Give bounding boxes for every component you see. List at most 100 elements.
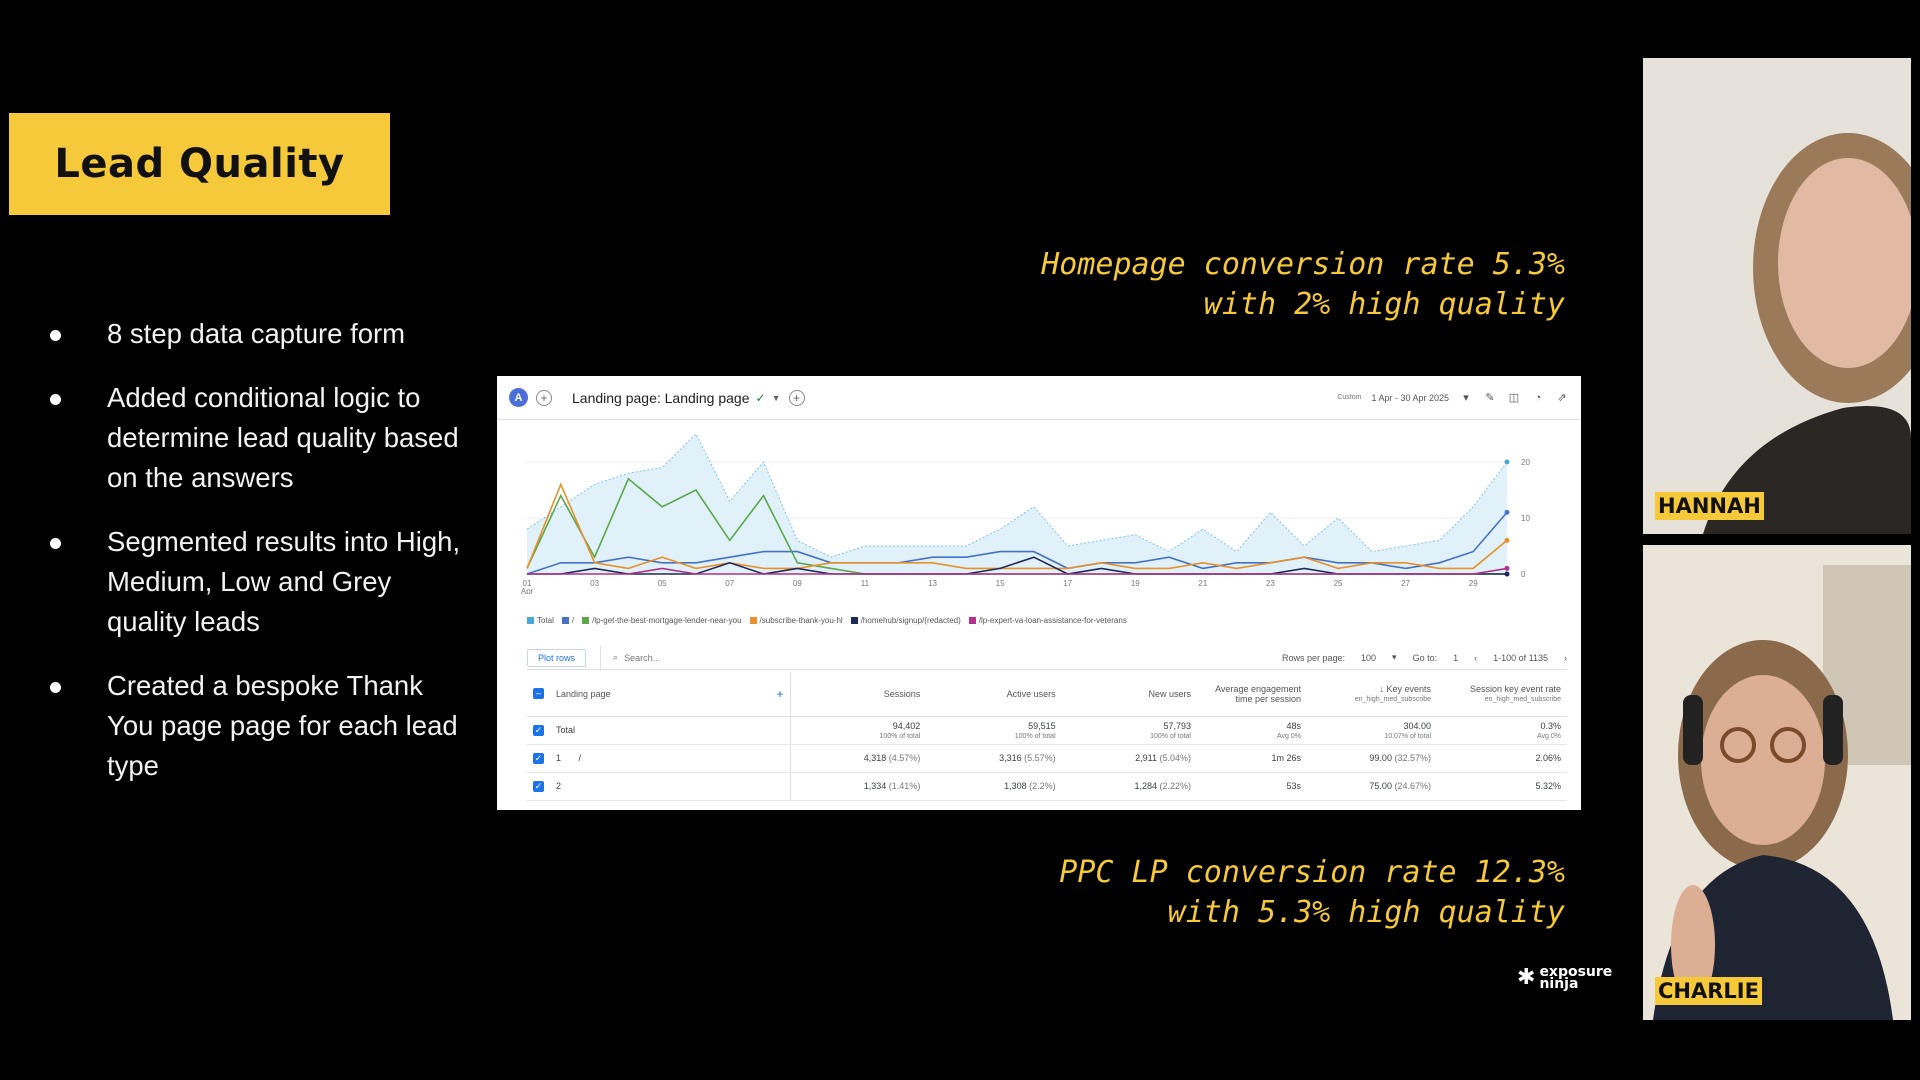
table-row[interactable]: ✓ 2 1,334 (1.41%) 1,308 (2.2%) 1,284 (2.… bbox=[527, 772, 1567, 801]
x-tick-label: Apr bbox=[521, 587, 534, 594]
column-new-users[interactable]: New users bbox=[1061, 672, 1197, 717]
chart-legend: Total / /lp-get-the-best-mortgage-lender-n… bbox=[527, 616, 1127, 625]
row-page: 2 bbox=[550, 772, 770, 801]
value: 59,515 bbox=[1028, 720, 1056, 731]
check-circle-icon: ✓ bbox=[755, 390, 766, 405]
annotation-line: with 2% high quality bbox=[1203, 287, 1565, 322]
plot-rows-button[interactable]: Plot rows bbox=[527, 648, 587, 667]
y-tick-label: 0 bbox=[1521, 570, 1526, 579]
series-line bbox=[526, 511, 1508, 575]
table-row[interactable]: ✓ 1 / 4,318 (4.57%) 3,316 (5.57%) 2,911 … bbox=[527, 744, 1567, 773]
row-checkbox[interactable]: ✓ bbox=[527, 744, 550, 773]
legend-swatch bbox=[749, 617, 757, 625]
legend-item[interactable]: /subscribe-thank-you-hl bbox=[749, 616, 843, 625]
rate-filter[interactable]: en_high_med_subscribe bbox=[1484, 696, 1561, 704]
row-checkbox[interactable]: ✓ bbox=[527, 772, 550, 801]
search-input[interactable]: Search... bbox=[624, 652, 661, 663]
value: 1,308 bbox=[1004, 781, 1027, 791]
legend-item[interactable]: / bbox=[561, 616, 575, 625]
column-session-rate[interactable]: Session key event rate en_high_med_subsc… bbox=[1437, 672, 1567, 717]
series-end-point bbox=[1504, 509, 1510, 515]
pct: (2.22%) bbox=[1159, 781, 1191, 791]
pagination-controls: Rows per page: 100 ▾ Go to: 1 ‹ 1-100 of… bbox=[1282, 652, 1567, 663]
goto-label: Go to: bbox=[1412, 652, 1438, 663]
row-new: 2,911 (5.04%) bbox=[1061, 744, 1197, 773]
row-spacer bbox=[770, 744, 790, 773]
annotation-line: Homepage conversion rate 5.3% bbox=[1041, 247, 1565, 282]
total-sessions: 94,402 100% of total bbox=[789, 716, 927, 745]
bullet-item: Segmented results into High, Medium, Low… bbox=[40, 522, 470, 642]
bullet-text: 8 step data capture form bbox=[107, 318, 406, 349]
date-range-picker[interactable]: 1 Apr - 30 Apr 2025 bbox=[1371, 392, 1449, 403]
value: 0.3% bbox=[1540, 720, 1561, 731]
row-key-events: 75.00 (24.67%) bbox=[1307, 772, 1437, 801]
x-tick-label: 17 bbox=[1063, 579, 1072, 588]
next-page-icon[interactable]: › bbox=[1564, 652, 1567, 663]
compare-icon[interactable]: ◫ bbox=[1508, 392, 1520, 404]
bullet-item: Created a bespoke Thank You page page fo… bbox=[40, 666, 470, 786]
add-filter-icon[interactable]: + bbox=[788, 389, 805, 406]
legend-swatch bbox=[561, 617, 569, 625]
row-new: 1,284 (2.22%) bbox=[1061, 772, 1197, 801]
column-active-users[interactable]: Active users bbox=[926, 672, 1062, 717]
x-tick-label: 15 bbox=[996, 579, 1005, 588]
legend-label: / bbox=[571, 616, 575, 625]
table-search[interactable]: ⌕ Search... bbox=[600, 645, 661, 670]
row-page: 1 / bbox=[550, 744, 770, 773]
edit-report-icon[interactable]: ✎ bbox=[1485, 392, 1495, 404]
legend-item[interactable]: /lp-get-the-best-mortgage-lender-near-yo… bbox=[582, 616, 742, 625]
pct: (24.67%) bbox=[1394, 781, 1431, 791]
column-key-events[interactable]: ↓ Key events en_high_med_subscribe bbox=[1307, 672, 1437, 717]
insights-icon[interactable]: ◔ bbox=[1534, 391, 1542, 404]
legend-item[interactable]: /homehub/signup/(redacted) bbox=[850, 616, 961, 625]
account-avatar[interactable]: A bbox=[509, 388, 528, 407]
legend-swatch bbox=[968, 617, 976, 625]
y-tick-label: 10 bbox=[1521, 514, 1530, 523]
key-events-filter[interactable]: en_high_med_subscribe bbox=[1354, 696, 1431, 704]
chevron-down-icon[interactable]: ▾ bbox=[1392, 652, 1397, 662]
value: 2,911 bbox=[1135, 753, 1157, 763]
x-tick-label: 25 bbox=[1334, 579, 1343, 588]
y-tick-label: 20 bbox=[1521, 458, 1530, 467]
column-avg-engagement[interactable]: Average engagement time per session bbox=[1197, 672, 1307, 717]
pct: (5.04%) bbox=[1159, 753, 1191, 763]
annotation-homepage: Homepage conversion rate 5.3% with 2% hi… bbox=[1041, 245, 1565, 325]
series-end-point bbox=[1504, 571, 1510, 577]
column-sessions[interactable]: Sessions bbox=[789, 672, 927, 717]
add-comparison-icon[interactable]: + bbox=[536, 389, 552, 406]
sort-down-icon: ↓ bbox=[1379, 684, 1384, 695]
value: 1,284 bbox=[1134, 781, 1157, 791]
annotation-ppc: PPC LP conversion rate 12.3% with 5.3% h… bbox=[1059, 853, 1565, 933]
prev-page-icon[interactable]: ‹ bbox=[1474, 652, 1478, 663]
x-tick-label: 09 bbox=[793, 579, 802, 588]
total-engagement: 48s Avg 0% bbox=[1197, 716, 1307, 745]
bullet-text: Segmented results into High, Medium, Low… bbox=[107, 526, 461, 637]
pct: (32.57%) bbox=[1394, 753, 1431, 763]
table-total-row: ✓ Total 94,402 100% of total 59,515 100% o… bbox=[527, 716, 1567, 745]
chevron-down-icon[interactable]: ▾ bbox=[1463, 392, 1469, 404]
annotation-line: with 5.3% high quality bbox=[1167, 895, 1565, 930]
legend-item[interactable]: Total bbox=[527, 616, 554, 625]
bullet-text: Created a bespoke Thank You page page fo… bbox=[107, 670, 458, 781]
total-checkbox[interactable]: ✓ bbox=[527, 716, 550, 745]
chevron-down-icon[interactable]: ▼ bbox=[771, 392, 781, 403]
bullet-list: 8 step data capture form Added condition… bbox=[40, 314, 470, 810]
total-rate: 0.3% Avg 0% bbox=[1437, 716, 1567, 745]
column-session-rate-label: Session key event rate bbox=[1469, 684, 1561, 695]
x-tick-label: 27 bbox=[1401, 579, 1410, 588]
report-toolbar: Custom 1 Apr - 30 Apr 2025 ▾ ✎ ◫ ◔ ⇗ bbox=[1337, 391, 1569, 405]
row-active: 3,316 (5.57%) bbox=[926, 744, 1062, 773]
row-page-path[interactable]: / bbox=[578, 753, 582, 763]
legend-swatch bbox=[527, 617, 534, 625]
share-icon[interactable]: ⇗ bbox=[1557, 392, 1567, 404]
column-landing-page[interactable]: Landing page bbox=[550, 672, 770, 717]
bullet-dot bbox=[50, 394, 61, 405]
legend-swatch bbox=[850, 617, 858, 625]
legend-item[interactable]: /lp-expert-va-loan-assistance-for-vetera… bbox=[968, 616, 1127, 625]
total-new: 57,793 100% of total bbox=[1061, 716, 1197, 745]
rows-per-page-select[interactable]: 100 bbox=[1361, 652, 1377, 663]
bullet-dot bbox=[50, 538, 61, 549]
goto-input[interactable]: 1 bbox=[1453, 652, 1459, 663]
select-all-checkbox[interactable]: – bbox=[527, 672, 550, 717]
add-dimension-icon[interactable]: + bbox=[770, 672, 790, 717]
